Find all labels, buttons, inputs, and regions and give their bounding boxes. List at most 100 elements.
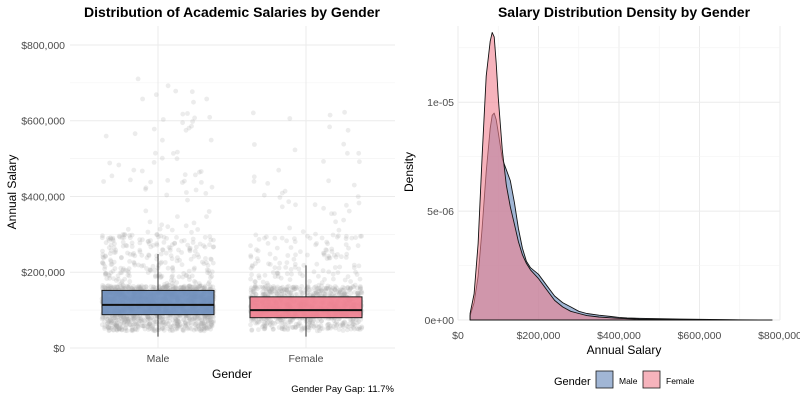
jitter-point (189, 89, 195, 95)
jitter-point (169, 274, 175, 280)
jitter-point (163, 323, 168, 329)
jitter-point (132, 131, 138, 137)
jitter-point (350, 322, 356, 327)
jitter-point (336, 327, 342, 332)
jitter-point (262, 324, 268, 329)
jitter-point (145, 316, 151, 322)
jitter-point (108, 262, 114, 267)
jitter-point (160, 137, 165, 143)
jitter-point (205, 314, 211, 319)
jitter-point (207, 317, 213, 323)
jitter-point (178, 285, 183, 291)
jitter-point (207, 324, 212, 330)
jitter-point (278, 287, 284, 293)
jitter-point (292, 239, 298, 245)
density-x-tick-label: $0 (452, 330, 464, 342)
jitter-point (174, 318, 179, 323)
jitter-point (209, 319, 215, 325)
box-female (249, 296, 363, 319)
jitter-point (103, 133, 109, 139)
jitter-point (127, 321, 132, 327)
jitter-point (167, 315, 172, 321)
boxplot-y-tick-labels: $0 $200,000 $400,000 $600,000 $800,000 (21, 40, 65, 355)
density-panel: 0e+00 5e-06 1e-05 $0 $200,000 $400,000 $600,0… (402, 4, 800, 389)
density-y-tick-labels: 0e+00 5e-06 1e-05 (425, 97, 455, 327)
jitter-point (150, 324, 155, 330)
jitter-point (248, 265, 254, 271)
jitter-point (272, 235, 278, 241)
jitter-point (316, 325, 322, 330)
jitter-point (341, 217, 346, 223)
jitter-point (106, 328, 112, 334)
jitter-point (187, 283, 193, 289)
jitter-point (114, 324, 120, 329)
jitter-point (264, 234, 269, 240)
jitter-point (285, 291, 290, 297)
jitter-point (206, 318, 212, 324)
jitter-point (326, 321, 332, 327)
jitter-point (158, 233, 164, 239)
jitter-point (174, 280, 180, 285)
jitter-point (285, 327, 291, 333)
jitter-point (357, 284, 363, 289)
jitter-point (332, 265, 338, 270)
jitter-point (345, 324, 351, 330)
jitter-point (314, 241, 319, 246)
jitter-point (112, 321, 117, 326)
jitter-point (111, 276, 116, 281)
jitter-point (334, 323, 339, 328)
jitter-point (111, 259, 117, 265)
jitter-point (163, 284, 169, 290)
jitter-point (102, 285, 108, 291)
jitter-point (314, 286, 320, 291)
jitter-point (170, 242, 175, 248)
jitter-point (333, 325, 338, 331)
jitter-point (324, 247, 329, 253)
jitter-point (164, 192, 170, 198)
jitter-point (171, 278, 177, 283)
jitter-point (338, 287, 344, 292)
jitter-point (114, 314, 120, 320)
jitter-point (194, 326, 199, 332)
jitter-point (102, 266, 107, 272)
jitter-point (144, 320, 150, 326)
jitter-point (313, 242, 318, 248)
jitter-point (313, 284, 319, 289)
jitter-point (165, 83, 171, 89)
jitter-point (180, 316, 186, 322)
jitter-point (293, 324, 299, 330)
jitter-point (334, 285, 339, 291)
jitter-point (355, 290, 360, 296)
jitter-point (346, 245, 351, 251)
jitter-point (116, 326, 122, 332)
jitter-point (355, 292, 361, 297)
jitter-point (350, 317, 356, 322)
jitter-point (153, 285, 158, 291)
jitter-point (160, 285, 165, 291)
jitter-point (198, 283, 204, 289)
jitter-point (176, 274, 182, 280)
jitter-point (274, 291, 280, 297)
jitter-point (201, 286, 207, 291)
jitter-point (327, 112, 333, 118)
jitter-point (203, 325, 209, 331)
jitter-point (340, 322, 345, 328)
jitter-point (124, 283, 130, 289)
jitter-point (132, 262, 138, 268)
jitter-point (276, 288, 282, 294)
jitter-point (207, 315, 212, 321)
jitter-point (267, 320, 273, 326)
jitter-point (160, 316, 166, 322)
jitter-point (203, 322, 209, 328)
jitter-point (342, 319, 347, 325)
jitter-point (292, 286, 297, 291)
jitter-point (308, 287, 314, 292)
jitter-point (341, 292, 346, 297)
jitter-point (103, 240, 109, 246)
jitter-point (129, 319, 134, 324)
jitter-point (143, 284, 149, 290)
jitter-point (318, 287, 324, 293)
jitter-point (251, 179, 257, 184)
jitter-point (127, 251, 133, 257)
